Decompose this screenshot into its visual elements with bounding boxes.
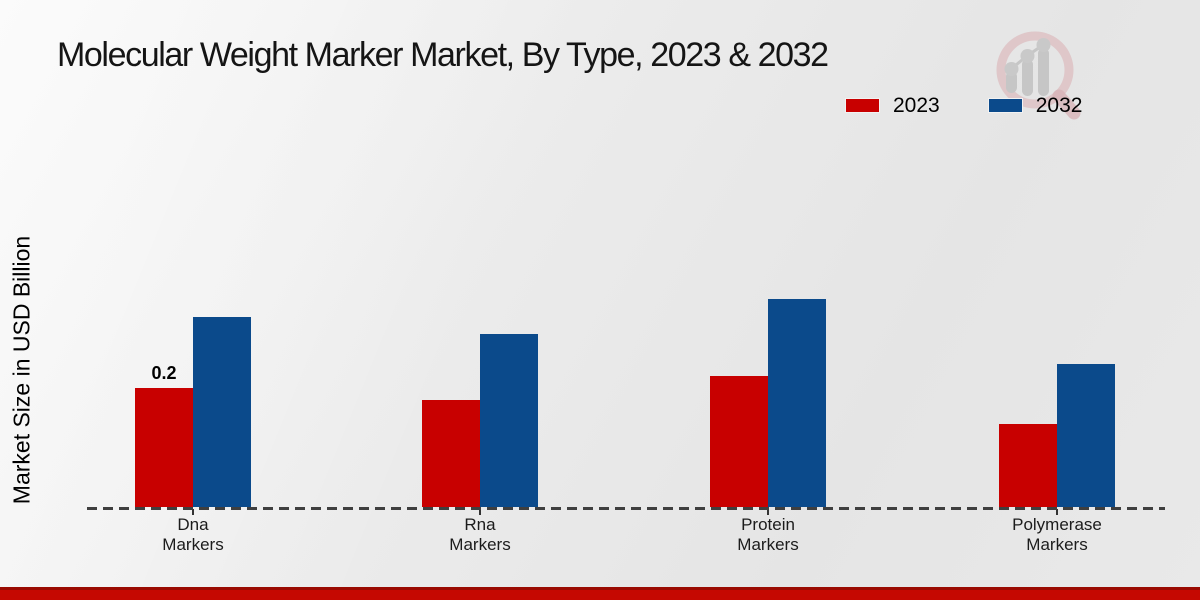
legend-swatch-2032	[987, 98, 1023, 113]
legend-item-2032: 2032	[987, 94, 1083, 117]
bar-2032-polymerase-markers	[1057, 364, 1115, 507]
chart-title: Molecular Weight Marker Market, By Type,…	[57, 36, 829, 74]
legend-label-2032: 2032	[1035, 94, 1083, 117]
bar-2023-rna-markers	[422, 400, 480, 507]
bar-2032-rna-markers	[480, 334, 538, 507]
x-axis-dashed-baseline	[87, 507, 1165, 510]
legend-label-2023: 2023	[893, 94, 940, 117]
x-tick-label-polymerase-markers: Polymerase Markers	[1012, 515, 1102, 554]
magnifier-chart-icon	[992, 31, 1084, 126]
x-tick-protein-markers	[767, 509, 769, 515]
x-tick-label-dna-markers: Dna Markers	[162, 515, 224, 554]
bar-2032-dna-markers	[193, 317, 251, 507]
bar-2023-polymerase-markers	[999, 424, 1057, 507]
x-tick-polymerase-markers	[1056, 509, 1058, 515]
legend-item-2023: 2023	[845, 95, 940, 116]
x-tick-rna-markers	[479, 509, 481, 515]
bar-value-label-2023-dna-markers: 0.2	[151, 363, 177, 383]
chart-legend: 2023 2032	[845, 95, 1082, 116]
footer-red-strip	[0, 587, 1200, 600]
x-tick-label-protein-markers: Protein Markers	[737, 515, 799, 554]
brand-logo	[992, 26, 1084, 127]
bar-2023-dna-markers	[135, 388, 193, 507]
x-tick-label-rna-markers: Rna Markers	[449, 515, 511, 554]
bar-2023-protein-markers	[710, 376, 768, 507]
legend-swatch-2023	[845, 98, 880, 113]
bar-2032-protein-markers	[768, 299, 826, 507]
x-tick-dna-markers	[192, 509, 194, 515]
